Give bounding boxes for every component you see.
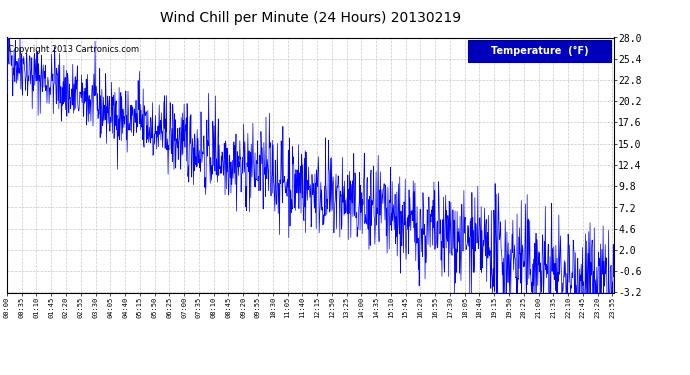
Text: Copyright 2013 Cartronics.com: Copyright 2013 Cartronics.com (8, 45, 139, 54)
Text: Wind Chill per Minute (24 Hours) 20130219: Wind Chill per Minute (24 Hours) 2013021… (160, 11, 461, 25)
Text: Temperature  (°F): Temperature (°F) (491, 46, 589, 56)
FancyBboxPatch shape (469, 40, 611, 62)
